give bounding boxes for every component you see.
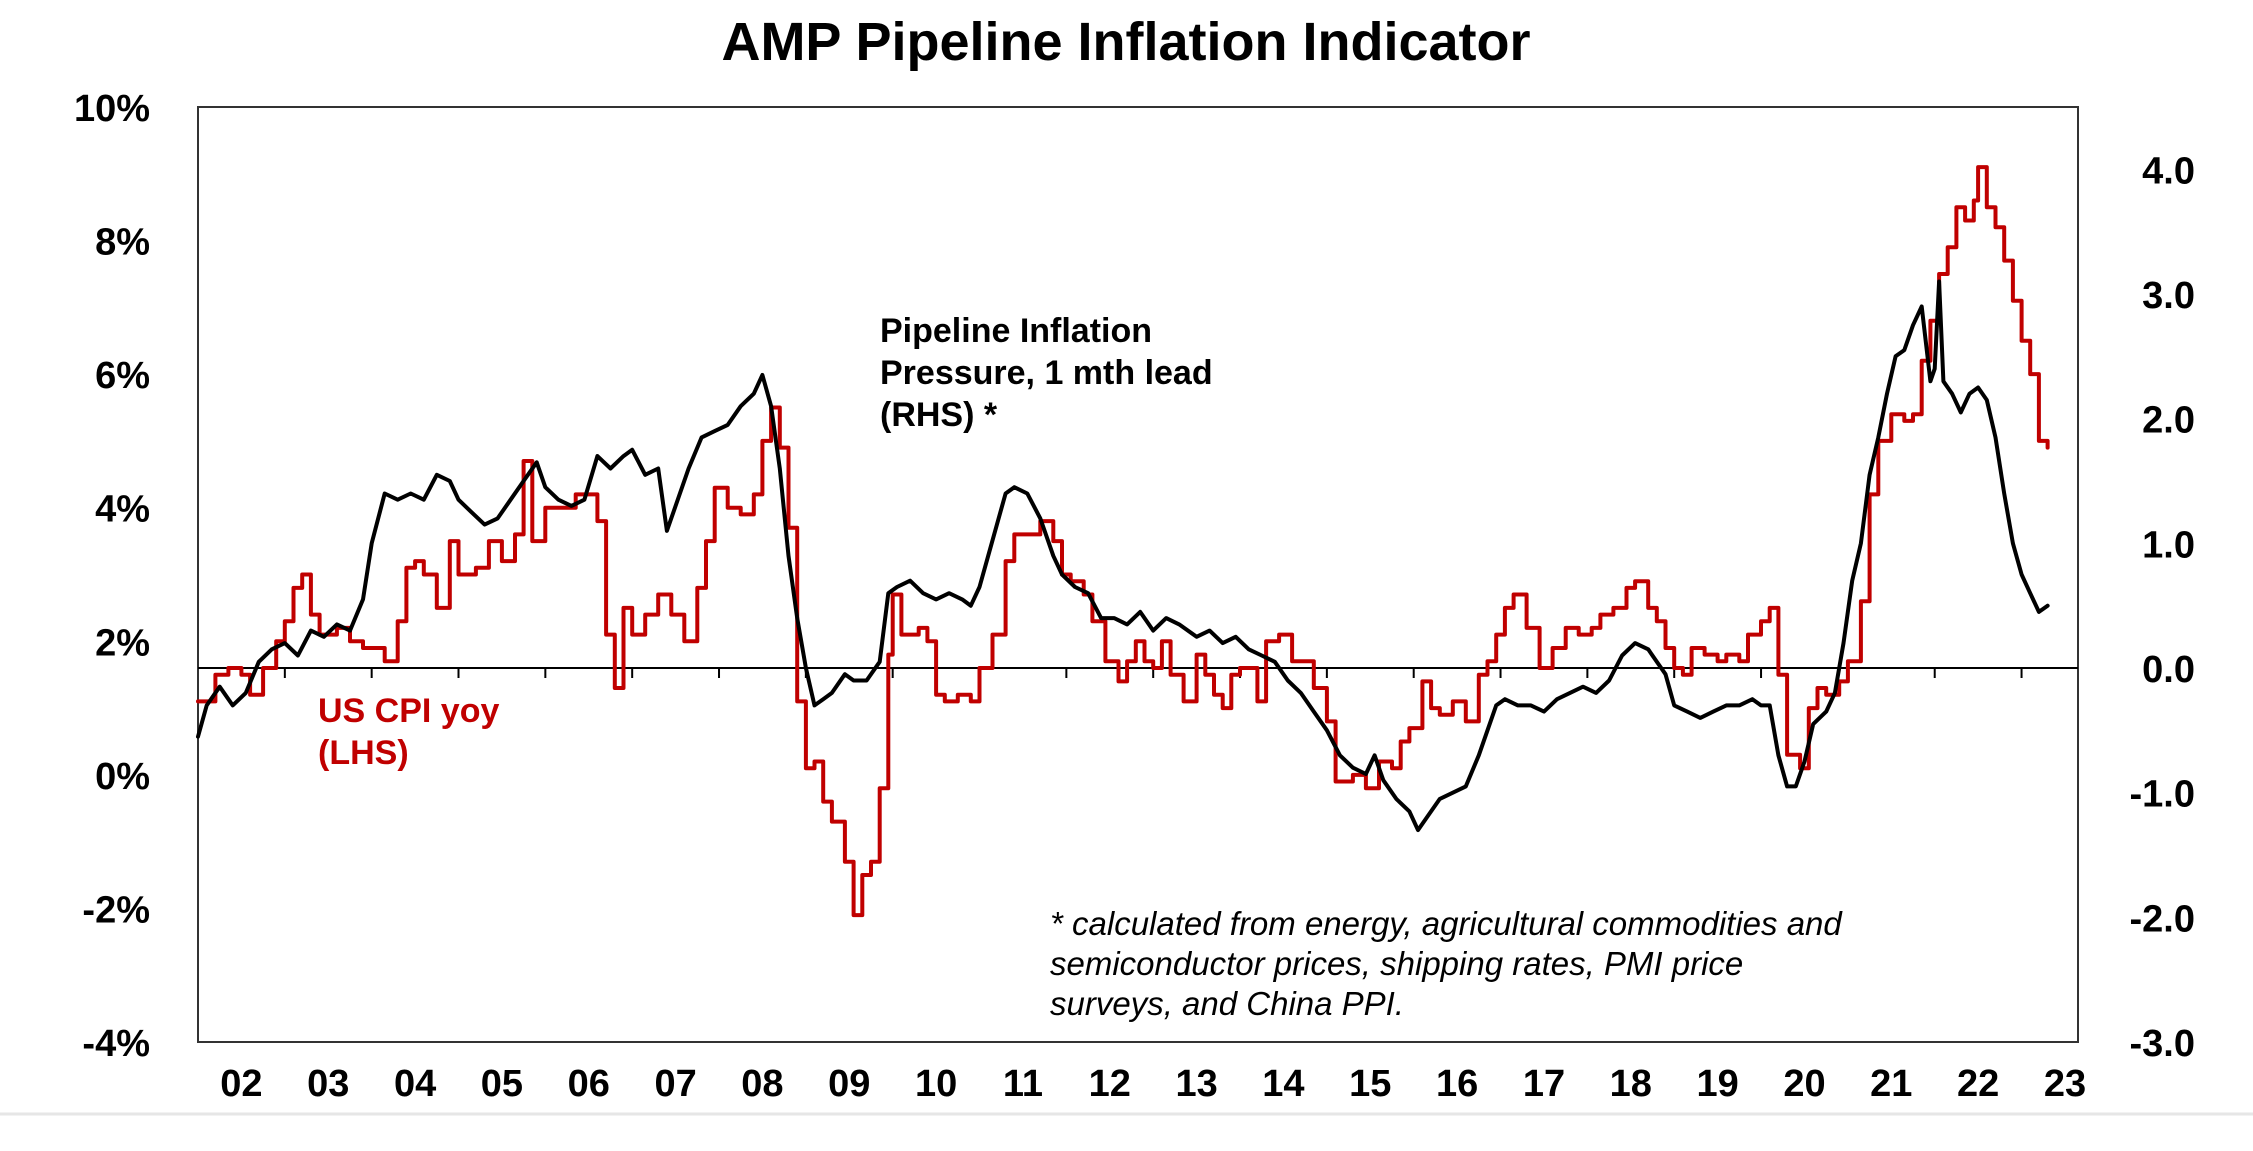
left-tick-label: 4% [95, 489, 150, 531]
pipeline-label-line-2: Pressure, 1 mth lead [880, 354, 1213, 392]
x-tick-label: 19 [1696, 1063, 1738, 1105]
plot-frame [197, 106, 2079, 1043]
footnote-line-1: * calculated from energy, agricultural c… [1050, 905, 1843, 942]
right-tick-label: 4.0 [2142, 150, 2195, 192]
right-tick-label: 2.0 [2142, 400, 2195, 442]
left-tick-label: 6% [95, 355, 150, 397]
x-tick-label: 08 [741, 1063, 783, 1105]
x-tick-label: 14 [1262, 1063, 1304, 1105]
right-tick-label: 1.0 [2142, 524, 2195, 566]
x-tick-label: 20 [1783, 1063, 1825, 1105]
x-tick-label: 17 [1523, 1063, 1565, 1105]
x-tick-label: 23 [2044, 1063, 2086, 1105]
left-tick-label: 8% [95, 222, 150, 264]
cpi-series-label: US CPI yoy (LHS) [318, 692, 509, 772]
right-tick-label: -2.0 [2130, 898, 2195, 940]
cpi-label-line-1: US CPI yoy [318, 692, 499, 730]
chart-title: AMP Pipeline Inflation Indicator [721, 12, 1530, 72]
x-tick-label: 07 [654, 1063, 696, 1105]
x-tick-label: 09 [828, 1063, 870, 1105]
x-tick-label: 22 [1957, 1063, 1999, 1105]
footnote-line-2: semiconductor prices, shipping rates, PM… [1050, 945, 1743, 982]
left-tick-label: -2% [82, 889, 150, 931]
x-tick-label: 04 [394, 1063, 436, 1105]
x-tick-label: 10 [915, 1063, 957, 1105]
right-tick-label: 0.0 [2142, 649, 2195, 691]
x-tick-label: 06 [568, 1063, 610, 1105]
right-axis-ticks: 4.0 3.0 2.0 1.0 0.0 -1.0 -2.0 -3.0 [2130, 150, 2195, 1065]
footnote-line-3: surveys, and China PPI. [1050, 985, 1404, 1022]
x-tick-label: 21 [1870, 1063, 1912, 1105]
left-axis-ticks: 10% 8% 6% 4% 2% 0% -2% -4% [74, 88, 150, 1065]
left-tick-label: 0% [95, 756, 150, 798]
left-tick-label: 10% [74, 88, 150, 130]
x-axis-ticks: 02 03 04 05 06 07 08 09 10 11 12 13 14 15 16 17 18 19 20 21… [220, 668, 2086, 1105]
x-tick-label: 12 [1089, 1063, 1131, 1105]
footnote: * calculated from energy, agricultural c… [1050, 905, 1851, 1022]
pipeline-inflation-series-line [196, 279, 2050, 833]
x-tick-label: 18 [1610, 1063, 1652, 1105]
right-tick-label: -1.0 [2130, 774, 2195, 816]
series-layer [196, 165, 2050, 918]
x-tick-label: 11 [1003, 1063, 1043, 1105]
x-tick-label: 16 [1436, 1063, 1478, 1105]
x-tick-label: 03 [307, 1063, 349, 1105]
pipeline-label-line-3: (RHS) * [880, 396, 998, 434]
right-tick-label: -3.0 [2130, 1023, 2195, 1065]
cpi-label-line-2: (LHS) [318, 734, 409, 772]
x-tick-label: 15 [1349, 1063, 1391, 1105]
us-cpi-series-line [196, 165, 2050, 918]
x-tick-label: 13 [1175, 1063, 1217, 1105]
x-tick-label: 02 [220, 1063, 262, 1105]
pipeline-series-label: Pipeline Inflation Pressure, 1 mth lead … [880, 312, 1222, 434]
right-tick-label: 3.0 [2142, 275, 2195, 317]
pipeline-label-line-1: Pipeline Inflation [880, 312, 1152, 350]
x-tick-label: 05 [481, 1063, 523, 1105]
left-tick-label: -4% [82, 1023, 150, 1065]
left-tick-label: 2% [95, 622, 150, 664]
